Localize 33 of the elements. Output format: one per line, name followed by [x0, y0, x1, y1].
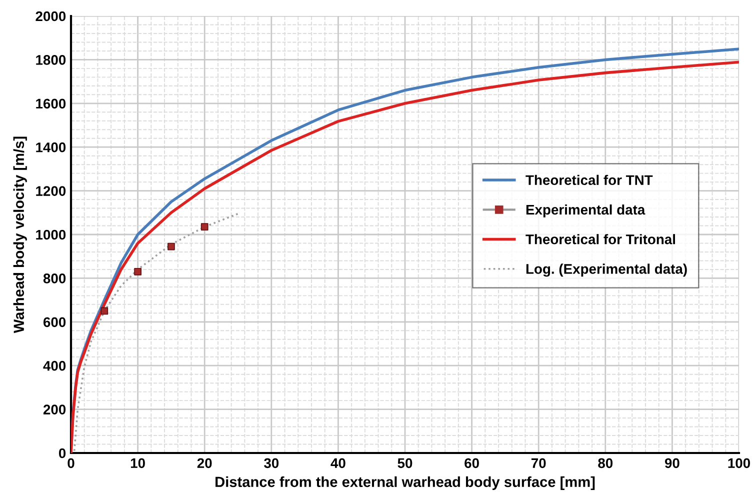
legend-label: Theoretical for Tritonal [526, 234, 675, 244]
x-axis-title: Distance from the external warhead body surface [mm] [216, 476, 595, 490]
legend-label: Experimental data [526, 204, 646, 218]
x-tick-label: 30 [264, 458, 279, 468]
legend-label: Log. (Experimental data) [526, 264, 687, 277]
point [168, 242, 175, 250]
y-tick-label: 1600 [36, 98, 66, 109]
y-tick-label: 1200 [36, 186, 66, 196]
x-tick-label: 50 [398, 458, 412, 468]
x-tick-label: 20 [197, 458, 212, 468]
y-tick-label: 400 [43, 360, 66, 371]
y-tick-label: 1400 [36, 142, 66, 152]
x-tick-label: 40 [330, 458, 346, 468]
x-tick-label: 90 [664, 458, 680, 468]
y-tick-label: 200 [43, 404, 66, 414]
x-tick-label: 80 [598, 458, 613, 468]
y-tick-label: 600 [43, 317, 66, 328]
y-axis-title: Warhead body velocity [m/s] [13, 136, 27, 334]
point [134, 268, 142, 276]
y-tick-label: 2000 [36, 11, 66, 22]
legend-label: Theoretical for TNT [526, 174, 653, 186]
y-tick-label: 800 [43, 274, 66, 284]
x-tick-label: 60 [464, 458, 479, 468]
point [200, 223, 208, 231]
y-tick-label: 1000 [36, 230, 66, 240]
x-tick-label: 100 [728, 458, 750, 468]
y-tick-label: 1800 [36, 55, 66, 65]
y-tick-label: 0 [58, 448, 66, 458]
x-tick-label: 10 [130, 458, 145, 468]
point [100, 307, 108, 315]
line-series [73, 212, 239, 452]
x-tick-label: 70 [531, 458, 546, 468]
x-tick-label: 0 [68, 458, 74, 468]
